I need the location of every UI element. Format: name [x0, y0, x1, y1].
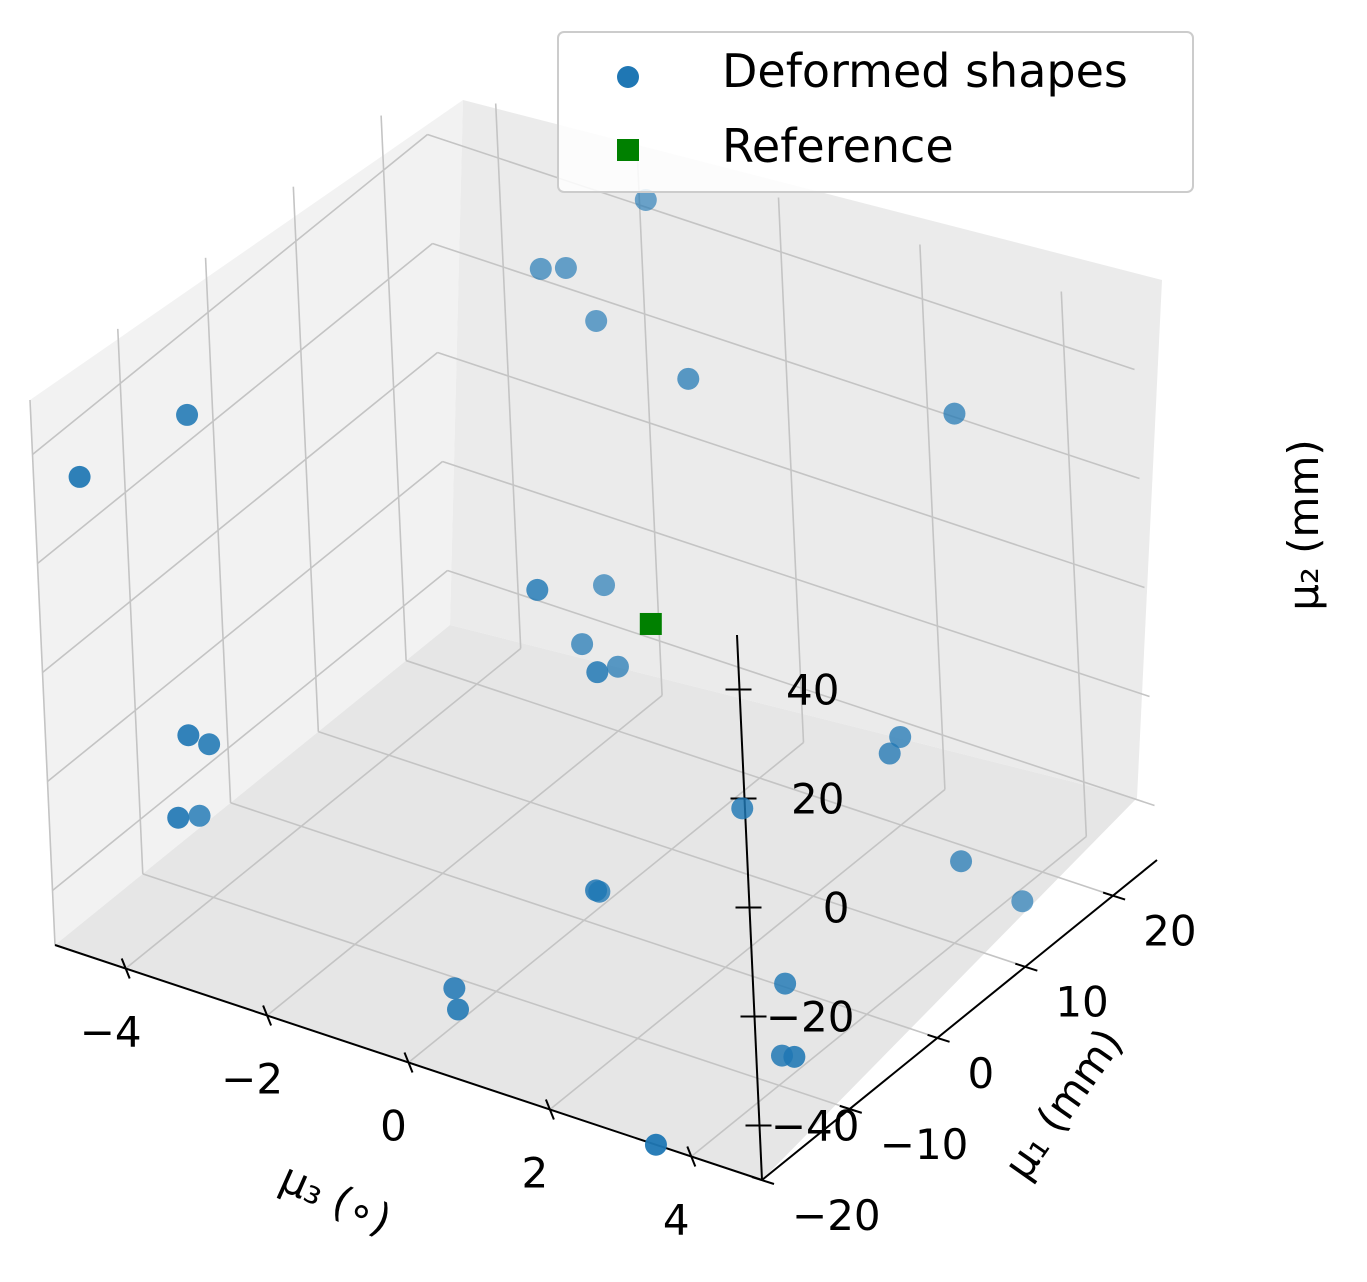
x-tick [403, 1052, 414, 1073]
deformed-shape-point [188, 804, 211, 827]
grid-line-z-left [46, 460, 444, 783]
grid-line-y-floor [142, 873, 851, 1110]
reference-point [639, 612, 662, 635]
deformed-shape-point [677, 367, 700, 390]
y-tick [1102, 891, 1126, 901]
grid-line-z-right [447, 569, 1155, 807]
x-tick [262, 1005, 273, 1026]
z-tick-label: 20 [791, 775, 844, 824]
x-tick-label: 0 [380, 1102, 407, 1151]
deformed-shape-point [571, 633, 594, 656]
deformed-shape-point [586, 661, 609, 684]
deformed-shape-point [634, 189, 657, 212]
z-tick-label: 0 [823, 884, 850, 933]
grid-line-x-floor [266, 694, 663, 1017]
x-tick-label: 2 [522, 1149, 549, 1198]
y-axis-label: μ₁ (mm) [994, 1019, 1133, 1188]
x-tick [544, 1099, 555, 1120]
z-tick-label: 40 [786, 666, 839, 715]
grid-line-z-right [442, 460, 1150, 698]
x-axis-label: μ₃ (∘) [273, 1153, 399, 1245]
grid-line-z-right [437, 351, 1145, 589]
grid-line-x-floor [549, 788, 946, 1111]
grid-line-z-right [432, 242, 1140, 480]
deformed-shape-point [68, 465, 91, 488]
y-tick-label: 10 [1055, 978, 1108, 1027]
y-tick [839, 1104, 863, 1114]
x-tick-label: −2 [221, 1055, 283, 1104]
z-tick-label: −20 [766, 993, 855, 1042]
deformed-shape-point [731, 797, 754, 820]
grid-line-x-floor [125, 647, 522, 970]
x-tick [686, 1146, 697, 1167]
deformed-shape-point [943, 402, 966, 425]
deformed-shape-point [585, 309, 608, 332]
grid-line-x-floor [407, 741, 805, 1064]
deformed-shape-point [167, 806, 190, 829]
deformed-shape-point [878, 742, 901, 765]
y-tick-label: −20 [792, 1191, 881, 1240]
y-tick-label: 0 [968, 1049, 995, 1098]
deformed-shape-point [1011, 890, 1034, 913]
deformed-shape-point [198, 733, 221, 756]
pane-floor [55, 625, 1137, 1180]
deformed-shape-point [526, 578, 549, 601]
deformed-shape-point [593, 574, 616, 597]
legend-label-deformed: Deformed shapes [722, 44, 1128, 98]
legend: Deformed shapes Reference [557, 31, 1194, 193]
x-tick-label: 4 [663, 1196, 690, 1245]
z-tick-label: −40 [771, 1102, 860, 1151]
deformed-shape-point [889, 725, 912, 748]
x-tick-label: −4 [80, 1008, 142, 1057]
deformed-shape-point [950, 850, 973, 873]
grid-line-z-left [36, 242, 434, 565]
y-tick [1015, 962, 1038, 972]
grid-line-x-floor [690, 835, 1087, 1158]
deformed-shape-point [443, 977, 466, 1000]
y-axis-line [761, 859, 1158, 1181]
grid-line-y-floor [405, 659, 1114, 897]
x-tick [120, 958, 131, 979]
z-axis-label: μ₂ (mm) [1279, 439, 1328, 611]
deformed-shape-point [774, 972, 797, 995]
deformed-shape-point [554, 256, 577, 279]
grid-line-y-floor [318, 730, 1026, 968]
deformed-shape-point [176, 403, 199, 426]
legend-box [557, 31, 1194, 193]
legend-marker-reference [617, 139, 639, 161]
deformed-shape-point [588, 880, 611, 903]
y-tick-label: 20 [1143, 907, 1196, 956]
deformed-shape-point [644, 1133, 667, 1156]
grid-lines [29, 103, 1155, 1181]
grid-line-z-right [427, 133, 1135, 371]
pane-right [450, 100, 1162, 798]
data-points [68, 189, 1034, 1156]
legend-marker-deformed [617, 66, 639, 88]
y-tick [751, 1176, 775, 1185]
legend-label-reference: Reference [722, 119, 954, 173]
deformed-shape-point [447, 998, 470, 1021]
y-tick-label: −10 [880, 1120, 969, 1169]
grid-line-z-left [51, 569, 449, 892]
grid-line-y-floor [230, 802, 938, 1039]
grid-line-z-left [41, 351, 439, 674]
grid-line-z-left [31, 133, 429, 456]
deformed-shape-point [177, 724, 200, 747]
y-tick [927, 1033, 950, 1043]
deformed-shape-point [770, 1044, 793, 1067]
pane-left [30, 100, 463, 945]
deformed-shape-point [529, 257, 552, 280]
deformed-shape-point [606, 655, 629, 678]
